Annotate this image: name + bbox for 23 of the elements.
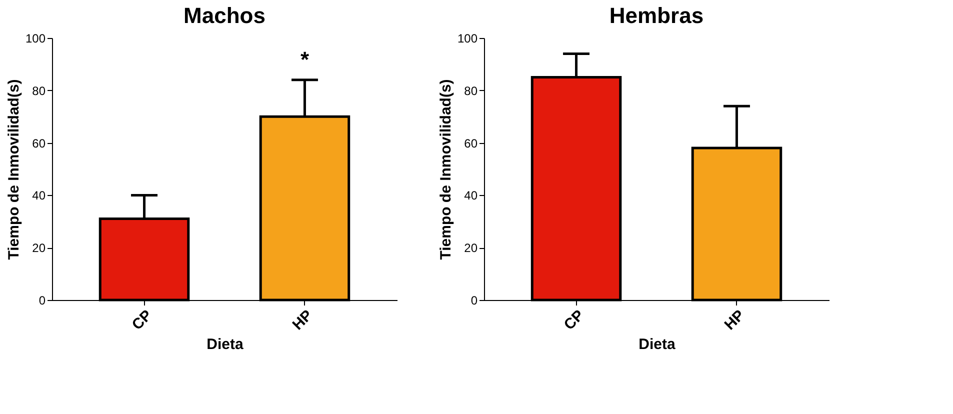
y-tick-label: 40 (464, 188, 478, 203)
x-tick-label: HP (289, 306, 316, 334)
chart-title: Machos (184, 3, 266, 28)
y-tick-label: 20 (32, 241, 46, 256)
y-tick-label: 20 (464, 241, 478, 256)
x-axis-title: Dieta (638, 336, 676, 353)
annotation: * (300, 46, 310, 72)
x-tick-label: CP (128, 306, 156, 334)
y-tick-label: 100 (25, 32, 46, 46)
y-axis-title: Tiempo de Inmovilidad(s) (5, 79, 22, 260)
y-tick-label: 40 (32, 188, 46, 203)
y-tick-label: 0 (38, 294, 46, 308)
y-tick-label: 0 (470, 294, 478, 308)
x-axis-title: Dieta (206, 336, 244, 353)
x-tick-label: CP (560, 306, 588, 334)
y-tick-label: 80 (464, 84, 478, 98)
y-tick-label: 100 (457, 32, 478, 46)
y-tick-label: 80 (32, 84, 46, 98)
y-tick-label: 60 (464, 136, 478, 150)
y-axis-title: Tiempo de Inmovilidad(s) (437, 79, 454, 260)
x-tick-label: HP (721, 306, 748, 334)
chart-title: Hembras (609, 3, 704, 28)
y-tick-label: 60 (32, 136, 46, 150)
